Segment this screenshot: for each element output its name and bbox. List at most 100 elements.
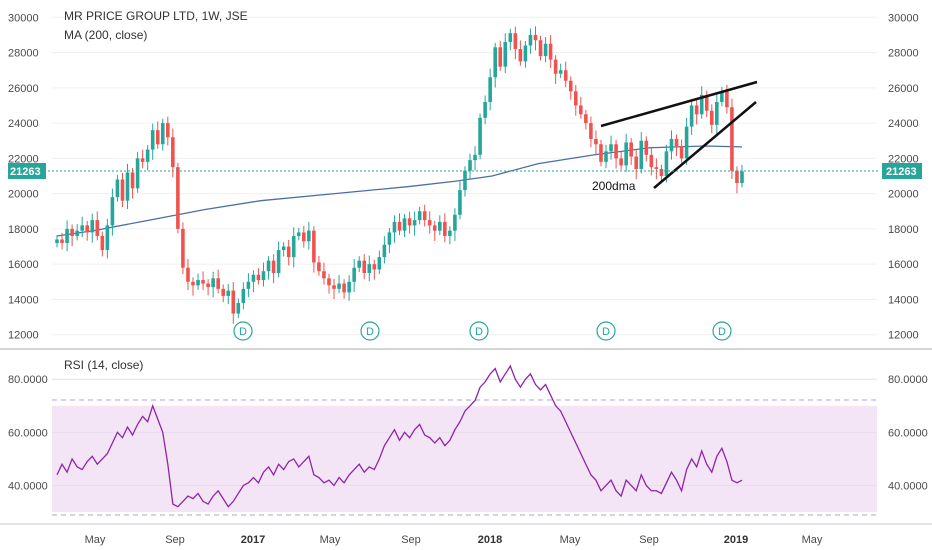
candle-body[interactable] [352,267,356,282]
candle-body[interactable] [276,250,281,273]
candle-body[interactable] [342,283,346,293]
candle-body[interactable] [417,211,422,221]
candle-body[interactable] [639,140,644,169]
candle-body[interactable] [226,290,231,296]
candle-body[interactable] [523,45,528,62]
candle-body[interactable] [473,154,477,161]
candle-body[interactable] [377,257,382,270]
candle-body[interactable] [735,170,739,184]
candle-body[interactable] [95,220,100,236]
candle-body[interactable] [296,232,301,236]
candle-body[interactable] [448,230,452,236]
candle-body[interactable] [649,154,654,168]
candle-body[interactable] [140,158,145,162]
candles-layer[interactable] [55,26,744,324]
candle-body[interactable] [553,59,558,74]
candle-body[interactable] [367,264,372,273]
candle-body[interactable] [589,123,593,139]
candle-body[interactable] [453,214,457,231]
candle-body[interactable] [644,140,649,155]
candle-body[interactable] [191,281,195,286]
candle-body[interactable] [211,278,215,288]
candle-body[interactable] [166,123,170,138]
candle-body[interactable] [422,211,427,221]
candle-body[interactable] [624,142,628,166]
candle-body[interactable] [740,171,744,184]
candle-body[interactable] [382,244,387,258]
candle-body[interactable] [629,142,633,157]
candle-body[interactable] [70,228,74,236]
candle-body[interactable] [337,283,341,289]
candle-body[interactable] [594,138,598,145]
candle-body[interactable] [392,221,397,233]
candle-body[interactable] [478,117,482,155]
upper-trendline[interactable] [600,80,758,128]
candle-body[interactable] [75,230,79,236]
candle-body[interactable] [427,220,432,226]
rsi-line[interactable] [56,364,743,508]
candle-body[interactable] [563,70,568,81]
candle-body[interactable] [694,105,699,115]
candle-body[interactable] [155,130,160,145]
candle-body[interactable] [664,151,669,176]
candle-body[interactable] [302,232,306,242]
dividend-marker[interactable]: D [596,321,616,341]
candle-body[interactable] [60,239,64,244]
candle-body[interactable] [55,239,59,244]
candle-body[interactable] [221,288,226,296]
candle-body[interactable] [241,288,246,303]
candle-body[interactable] [176,167,180,229]
candle-body[interactable] [110,197,115,226]
dividend-marker[interactable]: D [360,321,380,341]
candle-body[interactable] [266,260,271,272]
candle-body[interactable] [256,274,261,281]
candle-body[interactable] [704,94,709,111]
candle-body[interactable] [538,40,543,57]
candle-body[interactable] [443,221,447,236]
candle-body[interactable] [437,221,442,231]
candle-body[interactable] [402,218,407,231]
candle-body[interactable] [171,137,175,168]
candle-body[interactable] [135,158,140,189]
candle-body[interactable] [528,34,533,46]
candle-body[interactable] [281,246,286,251]
candle-body[interactable] [659,168,664,176]
candle-body[interactable] [201,280,205,284]
candle-body[interactable] [130,172,135,189]
candle-body[interactable] [468,160,472,171]
dividend-marker[interactable]: D [712,321,732,341]
candle-body[interactable] [100,235,105,251]
candle-body[interactable] [90,220,95,233]
candle-body[interactable] [669,138,674,152]
candle-body[interactable] [674,138,679,147]
candle-body[interactable] [246,281,251,289]
candle-body[interactable] [458,190,462,215]
candle-body[interactable] [206,283,210,288]
candle-body[interactable] [160,123,165,145]
candle-body[interactable] [186,267,190,282]
candle-body[interactable] [65,228,69,244]
candle-body[interactable] [513,33,518,50]
candle-body[interactable] [251,274,256,282]
candle-body[interactable] [347,281,351,293]
candle-body[interactable] [332,285,336,289]
candle-body[interactable] [327,278,331,286]
candle-body[interactable] [579,105,583,115]
candle-body[interactable] [432,225,437,231]
candle-body[interactable] [80,225,84,231]
candle-body[interactable] [261,271,266,281]
candle-body[interactable] [679,146,684,159]
candle-body[interactable] [654,167,659,169]
candle-body[interactable] [533,34,538,41]
candle-body[interactable] [317,262,321,272]
candle-body[interactable] [493,47,497,78]
candle-body[interactable] [322,271,326,279]
candle-body[interactable] [115,179,120,198]
lower-trendline[interactable] [653,101,757,189]
candle-body[interactable] [216,278,220,289]
candle-body[interactable] [145,149,150,162]
candle-body[interactable] [286,246,291,258]
candle-body[interactable] [412,220,417,226]
trendlines-layer[interactable]: 200dma [592,80,758,193]
